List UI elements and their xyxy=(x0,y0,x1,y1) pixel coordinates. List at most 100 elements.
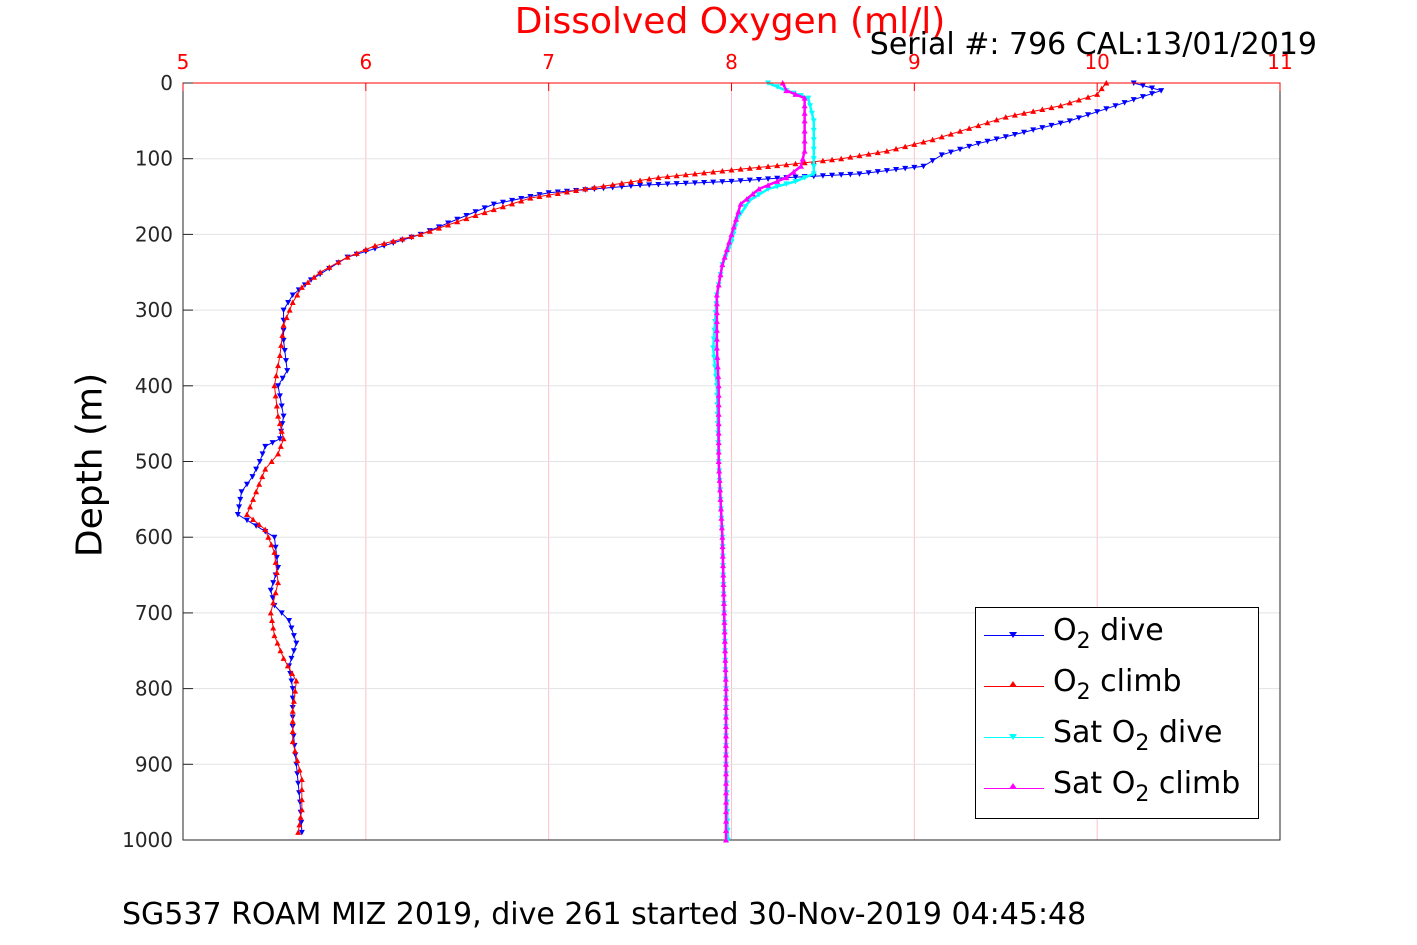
data-point-marker xyxy=(272,392,279,399)
data-point-marker xyxy=(801,127,808,134)
data-point-marker xyxy=(819,157,826,164)
data-point-marker xyxy=(701,180,708,186)
data-point-marker xyxy=(280,322,287,328)
data-point-marker xyxy=(723,837,730,843)
data-point-marker xyxy=(713,344,720,351)
data-point-marker xyxy=(259,451,266,457)
triangle-up-marker-icon xyxy=(1009,783,1017,789)
data-point-marker xyxy=(774,178,781,184)
data-point-marker xyxy=(1039,106,1046,112)
data-point-marker xyxy=(726,238,733,245)
data-point-marker xyxy=(1075,115,1082,121)
data-point-marker xyxy=(723,246,730,253)
data-point-marker xyxy=(723,685,730,692)
data-point-marker xyxy=(269,595,276,601)
data-point-marker xyxy=(296,821,303,828)
data-point-marker xyxy=(713,300,720,307)
data-point-marker xyxy=(746,177,753,184)
data-point-marker xyxy=(829,172,836,179)
data-point-marker xyxy=(792,160,799,167)
data-point-marker xyxy=(721,619,728,625)
data-point-marker xyxy=(408,233,415,240)
data-point-marker xyxy=(272,544,279,551)
data-point-marker xyxy=(713,309,720,316)
data-point-marker xyxy=(536,193,543,200)
data-point-marker xyxy=(713,336,720,342)
data-point-marker xyxy=(838,172,845,178)
data-point-marker xyxy=(720,600,727,606)
data-point-marker xyxy=(304,279,311,285)
data-point-marker xyxy=(783,174,790,181)
data-point-marker xyxy=(719,543,726,550)
x-tick-label: 7 xyxy=(542,50,555,74)
x-tick-label: 6 xyxy=(359,50,372,74)
data-point-marker xyxy=(271,382,278,389)
data-point-marker xyxy=(755,185,762,192)
data-point-marker xyxy=(755,177,762,183)
data-point-marker xyxy=(847,154,854,160)
data-point-marker xyxy=(721,638,728,644)
data-point-marker xyxy=(454,218,461,225)
data-point-marker xyxy=(276,420,283,427)
y-tick-label: 100 xyxy=(135,147,173,171)
data-point-marker xyxy=(714,354,721,360)
data-point-marker xyxy=(715,392,722,398)
data-point-marker xyxy=(290,733,297,739)
legend-item-o2-dive: O2 dive xyxy=(976,608,1258,658)
data-point-marker xyxy=(276,393,283,399)
data-point-marker xyxy=(1066,118,1073,124)
data-point-marker xyxy=(289,686,296,692)
data-point-marker xyxy=(1098,85,1105,92)
data-point-marker xyxy=(272,589,279,596)
data-point-marker xyxy=(723,761,730,767)
data-point-marker xyxy=(490,206,497,213)
data-point-marker xyxy=(1011,131,1018,138)
data-point-marker xyxy=(390,238,397,244)
data-point-marker xyxy=(984,138,991,145)
data-point-marker xyxy=(783,181,790,187)
data-point-marker xyxy=(1002,134,1009,140)
data-point-marker xyxy=(271,632,278,639)
data-point-marker xyxy=(717,505,724,512)
data-point-marker xyxy=(717,486,724,493)
chart-title: Dissolved Oxygen (ml/l) xyxy=(514,1,946,42)
data-point-marker xyxy=(277,647,284,654)
data-point-marker xyxy=(238,489,245,495)
data-point-marker xyxy=(284,662,291,669)
data-point-marker xyxy=(715,382,722,389)
data-point-marker xyxy=(723,780,730,786)
data-point-marker xyxy=(646,176,653,182)
data-point-marker xyxy=(743,196,750,202)
data-point-marker xyxy=(810,156,817,162)
data-point-marker xyxy=(472,212,479,218)
data-point-marker xyxy=(856,152,863,159)
data-point-marker xyxy=(746,165,753,171)
data-point-marker xyxy=(417,231,424,237)
data-point-marker xyxy=(655,181,662,188)
data-point-marker xyxy=(723,704,730,711)
data-point-marker xyxy=(722,657,729,663)
data-point-marker xyxy=(774,84,781,90)
data-point-marker xyxy=(273,372,280,379)
data-point-marker xyxy=(292,688,299,694)
data-point-marker xyxy=(276,436,283,442)
data-point-marker xyxy=(297,814,304,820)
data-point-marker xyxy=(275,383,282,389)
data-point-marker xyxy=(929,158,936,164)
data-point-marker xyxy=(902,165,909,172)
data-point-marker xyxy=(267,587,274,594)
data-point-marker xyxy=(838,155,845,162)
data-point-marker xyxy=(295,780,302,787)
data-point-marker xyxy=(893,167,900,173)
data-point-marker xyxy=(270,599,277,606)
triangle-down-marker-icon xyxy=(1009,632,1017,638)
data-point-marker xyxy=(499,203,506,210)
data-point-marker xyxy=(805,95,812,102)
data-point-marker xyxy=(243,511,250,517)
data-point-marker xyxy=(259,473,266,480)
data-point-marker xyxy=(295,829,302,835)
data-point-marker xyxy=(819,173,826,179)
legend-item-o2-climb: O2 climb xyxy=(976,659,1258,709)
legend-label-o2-dive: O2 dive xyxy=(1053,613,1164,654)
data-point-marker xyxy=(938,133,945,140)
